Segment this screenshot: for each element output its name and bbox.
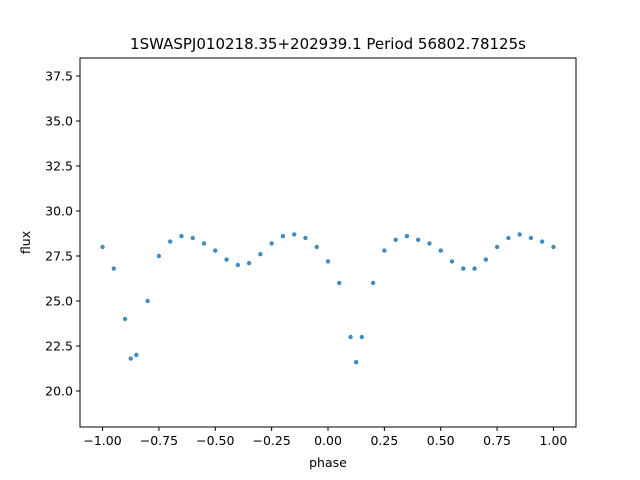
data-point	[156, 253, 162, 259]
y-tick-label: 27.5	[45, 249, 73, 264]
y-tick-label: 37.5	[45, 69, 73, 84]
data-point	[258, 252, 263, 257]
data-point	[246, 261, 252, 266]
data-point	[438, 248, 443, 253]
y-axis-ticks: 20.0 22.5 25.0 27.5 30.0 32.5 35.0 37.5	[45, 69, 80, 399]
data-point	[472, 266, 477, 271]
data-point	[100, 244, 105, 250]
x-tick-label: 0.00	[314, 433, 342, 448]
data-point	[201, 241, 207, 246]
data-point	[551, 244, 556, 250]
data-point	[190, 235, 195, 241]
data-point	[167, 239, 173, 244]
data-point	[539, 239, 545, 244]
data-point	[404, 234, 410, 239]
data-point	[494, 244, 500, 250]
x-tick-label: 1.00	[540, 433, 568, 448]
data-point	[528, 235, 534, 241]
x-axis-ticks: −1.00 −0.75 −0.50 −0.25 0.00 0.25 0.50 0.75 1.00	[83, 427, 567, 448]
axes-frame	[79, 57, 577, 428]
data-point	[449, 259, 455, 264]
data-point	[314, 244, 319, 250]
data-point	[427, 241, 432, 246]
data-point	[348, 334, 353, 340]
data-points	[100, 232, 556, 365]
data-point	[506, 235, 511, 241]
data-point	[483, 257, 489, 262]
y-tick-label: 25.0	[45, 294, 73, 309]
data-point	[235, 262, 241, 268]
x-tick-label: 0.75	[483, 433, 511, 448]
data-point	[461, 266, 466, 271]
data-point	[359, 334, 365, 340]
y-tick-label: 22.5	[45, 339, 73, 354]
data-point	[353, 360, 359, 365]
data-point	[213, 248, 218, 253]
data-point	[280, 234, 286, 239]
y-tick-label: 20.0	[45, 384, 73, 399]
x-tick-label: −0.50	[196, 433, 234, 448]
data-point	[393, 237, 398, 242]
y-tick-label: 30.0	[45, 204, 73, 219]
data-point	[303, 235, 308, 241]
y-tick-label: 32.5	[45, 159, 73, 174]
data-point	[517, 232, 522, 237]
data-point	[128, 356, 133, 361]
x-tick-label: 0.50	[427, 433, 455, 448]
x-tick-label: −1.00	[83, 433, 121, 448]
y-tick-label: 35.0	[45, 114, 73, 129]
x-tick-label: 0.25	[370, 433, 398, 448]
data-point	[415, 237, 421, 242]
chart-title: 1SWASPJ010218.35+202939.1 Period 56802.7…	[130, 35, 526, 53]
data-point	[382, 248, 387, 253]
data-point	[122, 316, 128, 322]
data-point	[179, 234, 184, 239]
data-point	[134, 352, 139, 358]
data-point	[269, 241, 274, 246]
data-point	[224, 257, 229, 262]
data-point	[337, 280, 342, 286]
x-axis-label: phase	[309, 455, 347, 470]
data-point	[111, 266, 117, 271]
y-axis-label: flux	[18, 231, 33, 254]
data-point	[291, 232, 297, 237]
data-point	[145, 298, 150, 304]
x-tick-label: −0.75	[140, 433, 178, 448]
data-point	[370, 280, 376, 286]
x-tick-label: −0.25	[252, 433, 290, 448]
data-point	[325, 259, 331, 264]
